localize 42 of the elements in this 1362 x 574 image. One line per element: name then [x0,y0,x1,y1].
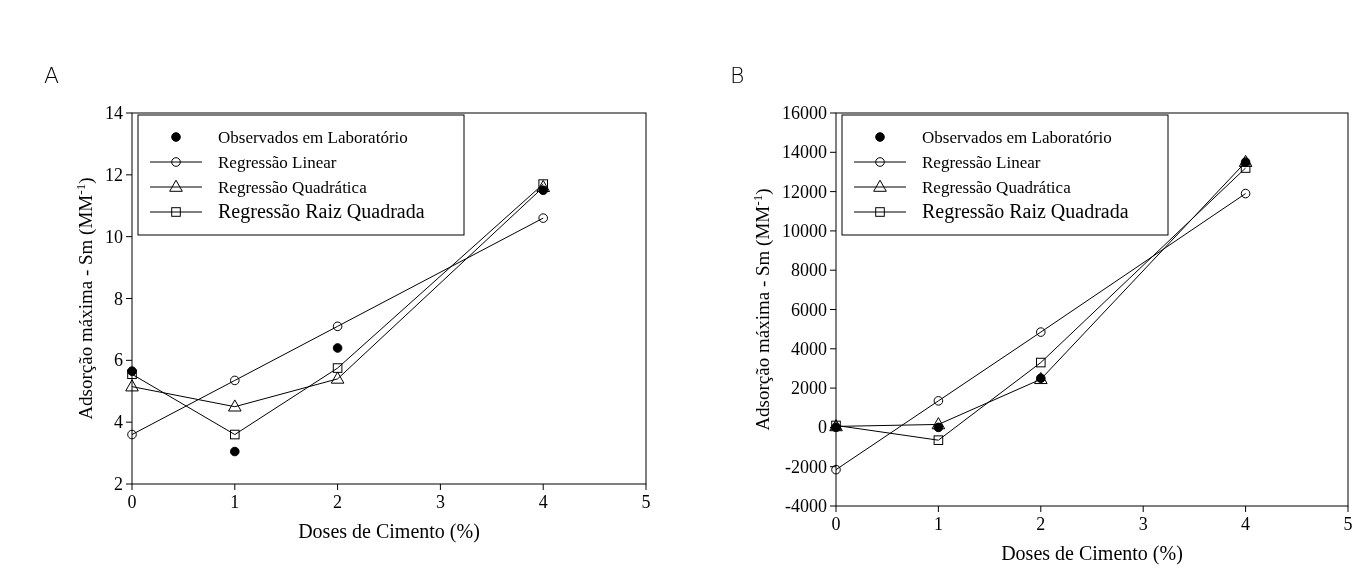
y-tick-label: 2000 [791,378,827,399]
legend-label: Regressão Raiz Quadrada [218,200,425,223]
x-tick-label: 5 [641,492,651,512]
x-tick-label: 2 [1036,514,1046,534]
y-tick-label: 14 [105,103,123,123]
y-tick-label: 2 [114,474,123,494]
x-tick-label: 3 [435,492,445,512]
y-tick-label: 6000 [791,299,827,320]
x-tick-label: 5 [1343,514,1353,534]
y-tick-label: 10000 [782,220,827,241]
legend-label: Regressão Quadrática [218,178,368,197]
chart-title: B [730,63,745,88]
y-tick-label: 6 [114,350,123,371]
y-tick-label: 4000 [791,338,827,359]
y-tick-label: 12 [105,164,123,185]
x-tick-label: 0 [831,514,841,534]
y-tick-label: -2000 [785,456,827,477]
y-tick-label: 8 [114,288,123,309]
legend-label: Regressão Linear [922,153,1041,172]
x-tick-label: 2 [333,492,343,512]
x-tick-label: 0 [127,492,137,512]
y-tick-label: 4 [114,412,123,433]
legend-label: Regressão Quadrática [922,178,1072,197]
y-tick-label: 14000 [782,142,827,163]
y-tick-label: -4000 [785,496,827,516]
x-tick-label: 4 [1241,514,1251,534]
x-axis-title: Doses de Cimento (%) [1001,542,1183,565]
legend-label: Regressão Linear [218,153,337,172]
x-tick-label: 1 [933,514,943,534]
y-tick-label: 16000 [782,103,827,123]
x-tick-label: 3 [1138,514,1148,534]
legend-label: Observados em Laboratório [218,128,408,147]
chart-title: A [44,63,60,88]
y-tick-label: 0 [818,417,827,438]
y-tick-label: 10 [105,226,123,247]
y-tick-label: 12000 [782,181,827,202]
legend-label: Regressão Raiz Quadrada [922,200,1129,223]
legend-label: Observados em Laboratório [922,128,1112,147]
x-axis-title: Doses de Cimento (%) [298,520,480,543]
x-tick-label: 1 [230,492,240,512]
x-tick-label: 4 [538,492,548,512]
y-tick-label: 8000 [791,260,827,281]
